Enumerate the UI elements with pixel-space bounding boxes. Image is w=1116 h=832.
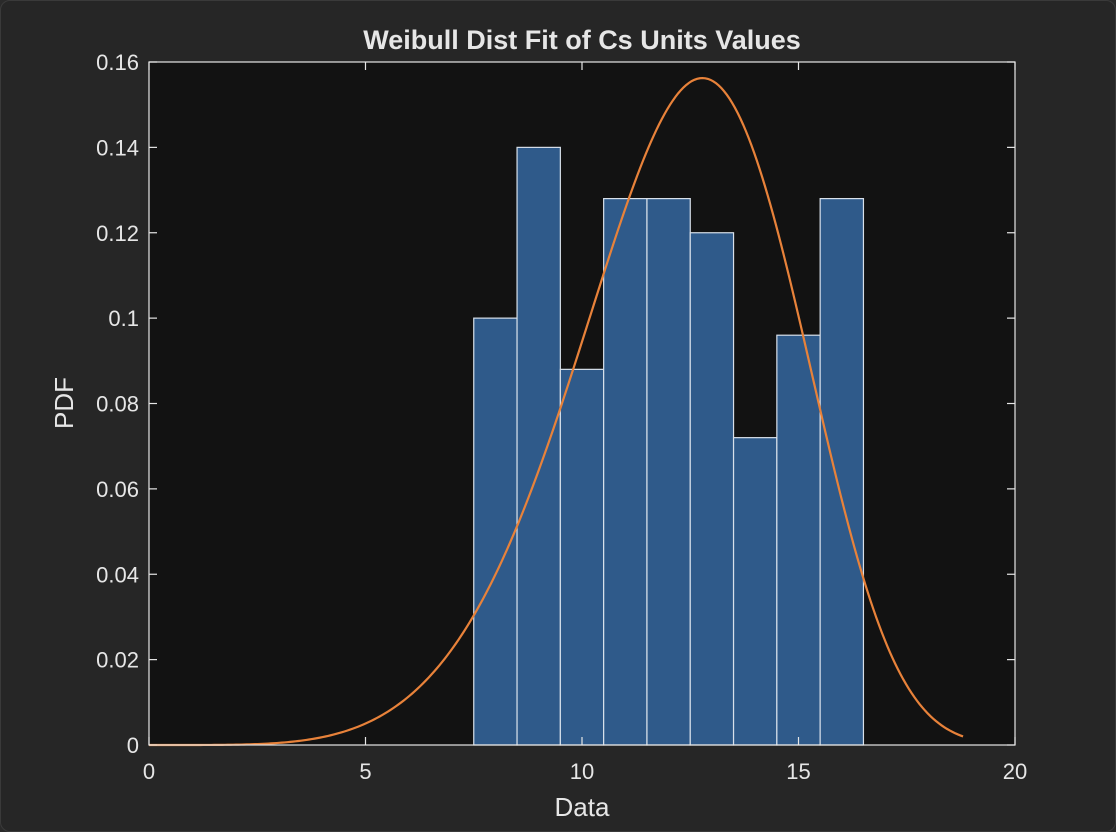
y-tick-label: 0.1 (108, 306, 139, 331)
y-tick-label: 0.16 (96, 50, 139, 75)
y-tick-label: 0.02 (96, 648, 139, 673)
histogram-bar (776, 334, 821, 746)
x-tick-label: 5 (359, 759, 371, 784)
histogram-bar (646, 198, 691, 746)
histogram-bar (559, 368, 605, 746)
y-tick-label: 0 (127, 733, 139, 758)
histogram-bar (689, 232, 735, 746)
y-tick-label: 0.08 (96, 392, 139, 417)
x-tick-label: 10 (570, 759, 594, 784)
histogram-bar (603, 198, 648, 746)
y-tick-label: 0.12 (96, 221, 139, 246)
x-tick-label: 15 (786, 759, 810, 784)
histogram-bar (732, 437, 778, 746)
y-tick-label: 0.04 (96, 562, 139, 587)
y-axis-label: PDF (49, 377, 79, 429)
histogram-bars (473, 146, 865, 746)
y-tick-label: 0.06 (96, 477, 139, 502)
weibull-fit-line (149, 76, 964, 747)
x-axis-ticks: 0 5 10 15 20 (143, 62, 1027, 784)
x-tick-label: 20 (1003, 759, 1027, 784)
chart-title: Weibull Dist Fit of Cs Units Values (363, 25, 801, 55)
y-axis-ticks: 0 0.02 0.04 0.06 0.08 0.1 0.12 0.14 0.16 (96, 50, 1015, 758)
y-tick-label: 0.14 (96, 135, 139, 160)
histogram-bar (473, 317, 518, 746)
x-tick-label: 0 (143, 759, 155, 784)
x-axis-label: Data (555, 792, 610, 822)
histogram-bar (819, 198, 865, 746)
histogram-bar (516, 146, 561, 746)
